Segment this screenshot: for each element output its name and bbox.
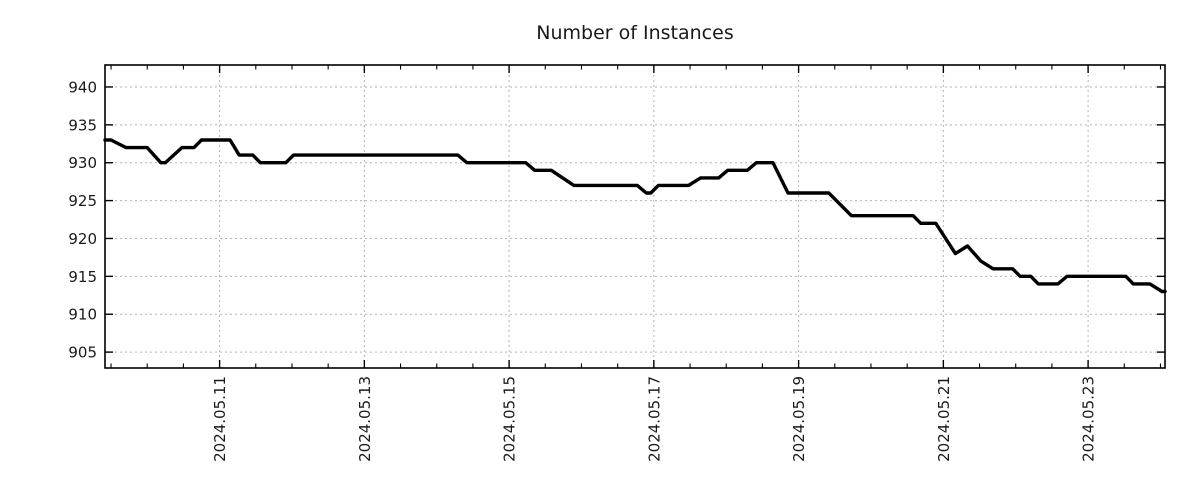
x-tick-label: 2024.05.19 — [790, 376, 808, 462]
y-tick-label: 905 — [68, 344, 97, 362]
y-tick-label: 910 — [68, 306, 97, 324]
y-tick-label: 935 — [68, 116, 97, 134]
chart-title: Number of Instances — [536, 22, 733, 44]
x-tick-label: 2024.05.15 — [501, 376, 519, 462]
x-tick-label: 2024.05.23 — [1080, 376, 1098, 462]
series-line — [103, 138, 1167, 294]
y-tick-label: 920 — [68, 230, 97, 248]
x-tick-label: 2024.05.11 — [211, 376, 229, 462]
y-tick-label: 915 — [68, 268, 97, 286]
y-tick-label: 925 — [68, 192, 97, 210]
y-tick-label: 940 — [68, 78, 97, 96]
y-tick-label: 930 — [68, 154, 97, 172]
plot-area: 905 910 915 920 925 930 935 940 2024.05.11 2024.0… — [68, 64, 1167, 462]
x-tick-label: 2024.05.21 — [935, 376, 953, 462]
plot-border — [104, 64, 1166, 369]
x-tick-label: 2024.05.13 — [356, 376, 374, 462]
x-tick-label: 2024.05.17 — [645, 376, 663, 462]
